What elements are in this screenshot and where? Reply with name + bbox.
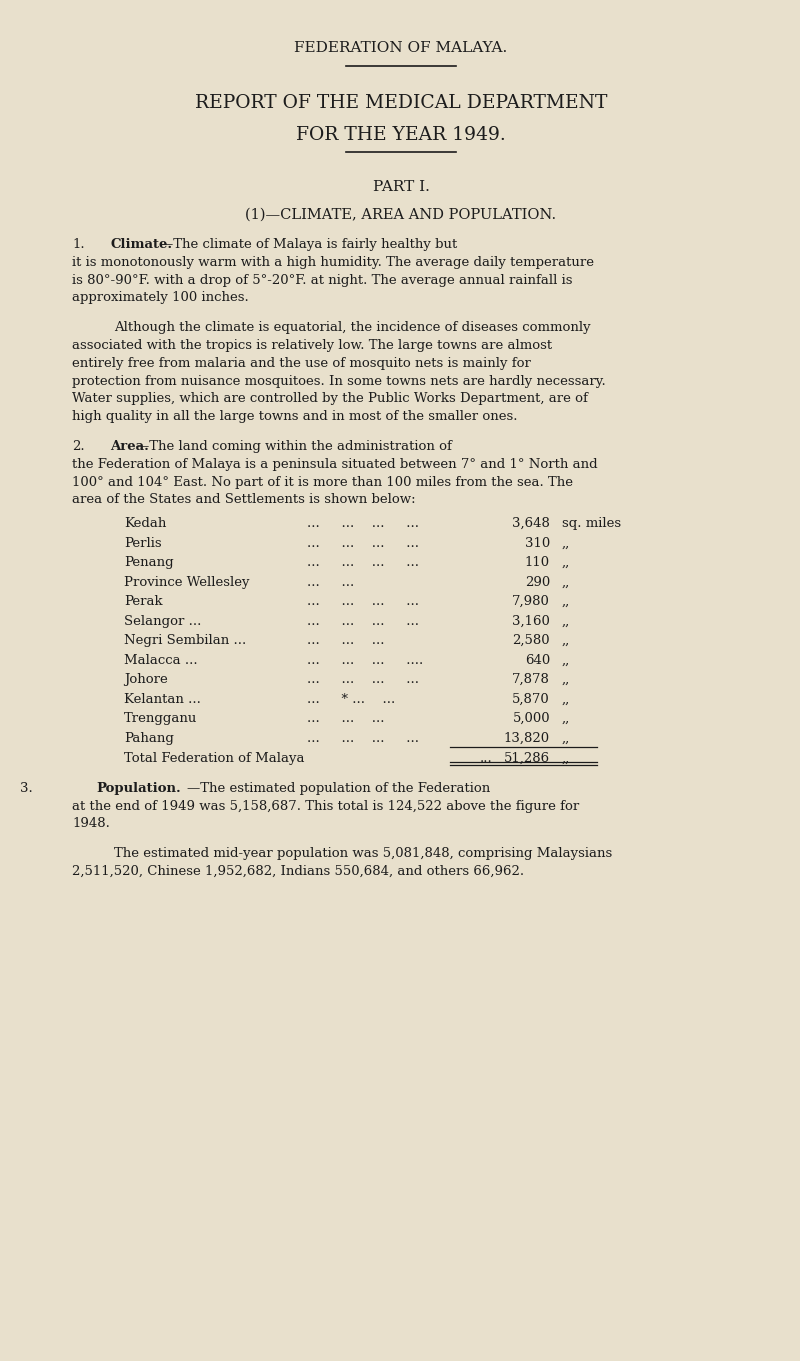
Text: ...   ...: ... ...: [307, 576, 354, 589]
Text: Penang: Penang: [124, 557, 174, 569]
Text: Water supplies, which are controlled by the Public Works Department, are of: Water supplies, which are controlled by …: [72, 392, 588, 406]
Text: Kelantan ...: Kelantan ...: [124, 693, 201, 706]
Text: it is monotonously warm with a high humidity. The average daily temperature: it is monotonously warm with a high humi…: [72, 256, 594, 269]
Text: ...   ...  ...   ...: ... ... ... ...: [307, 674, 419, 686]
Text: entirely free from malaria and the use of mosquito nets is mainly for: entirely free from malaria and the use o…: [72, 357, 531, 370]
Text: The estimated mid-year population was 5,081,848, comprising Malaysians: The estimated mid-year population was 5,…: [114, 847, 612, 860]
Text: approximately 100 inches.: approximately 100 inches.: [72, 291, 249, 305]
Text: Kedah: Kedah: [124, 517, 166, 531]
Text: Perak: Perak: [124, 595, 162, 608]
Text: Negri Sembilan ...: Negri Sembilan ...: [124, 634, 246, 648]
Text: ...   ...  ...: ... ... ...: [307, 712, 385, 725]
Text: 1948.: 1948.: [72, 818, 110, 830]
Text: ...   ...  ...: ... ... ...: [307, 634, 385, 648]
Text: 100° and 104° East. No part of it is more than 100 miles from the sea. The: 100° and 104° East. No part of it is mor…: [72, 475, 573, 489]
Text: 2,580: 2,580: [512, 634, 550, 648]
Text: area of the States and Settlements is shown below:: area of the States and Settlements is sh…: [72, 494, 416, 506]
Text: sq. miles: sq. miles: [562, 517, 621, 531]
Text: Trengganu: Trengganu: [124, 712, 198, 725]
Text: FEDERATION OF MALAYA.: FEDERATION OF MALAYA.: [294, 41, 508, 54]
Text: 7,980: 7,980: [512, 595, 550, 608]
Text: Perlis: Perlis: [124, 536, 162, 550]
Text: 1.: 1.: [72, 238, 85, 250]
Text: Malacca ...: Malacca ...: [124, 653, 198, 667]
Text: Although the climate is equatorial, the incidence of diseases commonly: Although the climate is equatorial, the …: [114, 321, 590, 335]
Text: ,,: ,,: [562, 557, 570, 569]
Text: the Federation of Malaya is a peninsula situated between 7° and 1° North and: the Federation of Malaya is a peninsula …: [72, 457, 598, 471]
Text: ,,: ,,: [562, 732, 570, 744]
Text: ...: ...: [480, 753, 493, 765]
Text: ...   ...  ...   ...: ... ... ... ...: [307, 517, 419, 531]
Text: ...   ...  ...   ...: ... ... ... ...: [307, 557, 419, 569]
Text: ...   ...  ...   ...: ... ... ... ...: [307, 732, 419, 744]
Text: ...   ...  ...   ...: ... ... ... ...: [307, 615, 419, 627]
Text: ...   ...  ...   ....: ... ... ... ....: [307, 653, 423, 667]
Text: ...   ...  ...   ...: ... ... ... ...: [307, 536, 419, 550]
Text: —The climate of Malaya is fairly healthy but: —The climate of Malaya is fairly healthy…: [160, 238, 458, 250]
Text: 110: 110: [525, 557, 550, 569]
Text: ,,: ,,: [562, 576, 570, 589]
Text: ,,: ,,: [562, 753, 570, 765]
Text: Pahang: Pahang: [124, 732, 174, 744]
Text: Total Federation of Malaya: Total Federation of Malaya: [124, 753, 305, 765]
Text: associated with the tropics is relatively low. The large towns are almost: associated with the tropics is relativel…: [72, 339, 552, 352]
Text: protection from nuisance mosquitoes. In some towns nets are hardly necessary.: protection from nuisance mosquitoes. In …: [72, 374, 606, 388]
Text: ,,: ,,: [562, 595, 570, 608]
Text: at the end of 1949 was 5,158,687. This total is 124,522 above the figure for: at the end of 1949 was 5,158,687. This t…: [72, 799, 579, 813]
Text: 2,511,520, Chinese 1,952,682, Indians 550,684, and others 66,962.: 2,511,520, Chinese 1,952,682, Indians 55…: [72, 864, 524, 878]
Text: 5,000: 5,000: [512, 712, 550, 725]
Text: Province Wellesley: Province Wellesley: [124, 576, 250, 589]
Text: ,,: ,,: [562, 653, 570, 667]
Text: —The land coming within the administration of: —The land coming within the administrati…: [136, 440, 452, 453]
Text: ,,: ,,: [562, 615, 570, 627]
Text: 290: 290: [525, 576, 550, 589]
Text: ,,: ,,: [562, 674, 570, 686]
Text: Climate.: Climate.: [110, 238, 172, 250]
Text: ...   * ...  ...: ... * ... ...: [307, 693, 395, 706]
Text: Population.: Population.: [96, 781, 181, 795]
Text: 3,160: 3,160: [512, 615, 550, 627]
Text: FOR THE YEAR 1949.: FOR THE YEAR 1949.: [296, 127, 506, 144]
Text: 13,820: 13,820: [504, 732, 550, 744]
Text: ,,: ,,: [562, 536, 570, 550]
Text: Area.: Area.: [110, 440, 149, 453]
Text: ...   ...  ...   ...: ... ... ... ...: [307, 595, 419, 608]
Text: high quality in all the large towns and in most of the smaller ones.: high quality in all the large towns and …: [72, 410, 518, 423]
Text: REPORT OF THE MEDICAL DEPARTMENT: REPORT OF THE MEDICAL DEPARTMENT: [195, 94, 607, 112]
Text: ,,: ,,: [562, 712, 570, 725]
Text: (1)—CLIMATE, AREA AND POPULATION.: (1)—CLIMATE, AREA AND POPULATION.: [246, 208, 557, 222]
Text: 310: 310: [525, 536, 550, 550]
Text: is 80°-90°F. with a drop of 5°-20°F. at night. The average annual rainfall is: is 80°-90°F. with a drop of 5°-20°F. at …: [72, 274, 573, 287]
Text: 3.: 3.: [20, 781, 33, 795]
Text: Selangor ...: Selangor ...: [124, 615, 202, 627]
Text: 7,878: 7,878: [512, 674, 550, 686]
Text: 640: 640: [525, 653, 550, 667]
Text: —The estimated population of the Federation: —The estimated population of the Federat…: [187, 781, 490, 795]
Text: 2.: 2.: [72, 440, 85, 453]
Text: 3,648: 3,648: [512, 517, 550, 531]
Text: 51,286: 51,286: [504, 753, 550, 765]
Text: ,,: ,,: [562, 693, 570, 706]
Text: Johore: Johore: [124, 674, 168, 686]
Text: PART I.: PART I.: [373, 180, 430, 195]
Text: ,,: ,,: [562, 634, 570, 648]
Text: 5,870: 5,870: [512, 693, 550, 706]
